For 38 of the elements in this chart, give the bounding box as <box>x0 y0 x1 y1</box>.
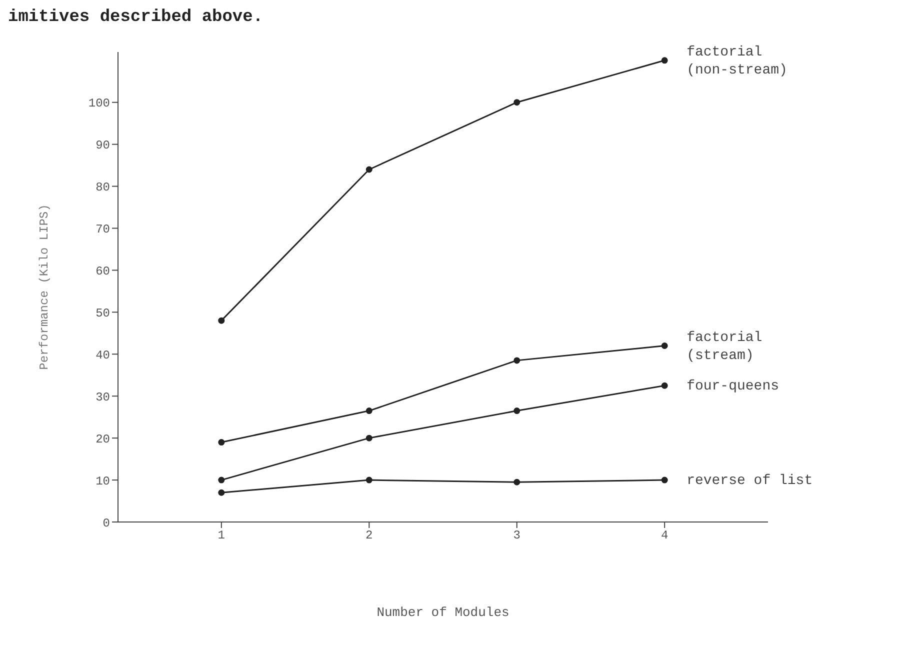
series-label: reverse of list <box>686 473 813 490</box>
point <box>514 99 520 106</box>
point <box>661 476 668 484</box>
point <box>366 434 372 442</box>
series-label: factorial (stream) <box>686 330 762 364</box>
text: imitives described above. <box>8 8 264 29</box>
point <box>661 57 668 64</box>
point <box>661 342 668 349</box>
y-tick-label: 0 <box>102 516 110 530</box>
series-label: four-queens <box>686 378 780 395</box>
point <box>366 166 372 173</box>
point <box>218 489 225 496</box>
point <box>218 439 225 446</box>
point <box>514 408 520 414</box>
point <box>366 476 372 484</box>
y-tick-label: 60 <box>96 264 110 278</box>
point <box>218 317 225 324</box>
point <box>366 408 372 414</box>
y-axis-title: Performance (Kilo LIPS) <box>37 204 52 370</box>
series-label: factorial (non-stream) <box>686 44 788 78</box>
point <box>514 357 520 364</box>
y-tick-label: 10 <box>96 474 110 488</box>
x-tick-label: 1 <box>218 528 226 543</box>
point <box>218 476 225 484</box>
x-axis-title: Number of Modules <box>376 605 510 620</box>
point <box>661 382 668 389</box>
y-tick-label: 90 <box>96 138 110 153</box>
y-tick-label: 40 <box>96 348 110 362</box>
x-tick-label: 3 <box>513 528 520 543</box>
x-tick-label: 2 <box>366 528 373 543</box>
x-tick-label: 4 <box>660 528 668 543</box>
y-tick-label: 100 <box>88 96 110 111</box>
y-tick-label: 30 <box>96 390 110 404</box>
y-tick-label: 50 <box>96 306 110 320</box>
y-tick-label: 80 <box>96 180 110 195</box>
point <box>514 478 520 486</box>
y-tick-label: 20 <box>96 432 110 446</box>
y-tick-label: 70 <box>96 222 110 237</box>
